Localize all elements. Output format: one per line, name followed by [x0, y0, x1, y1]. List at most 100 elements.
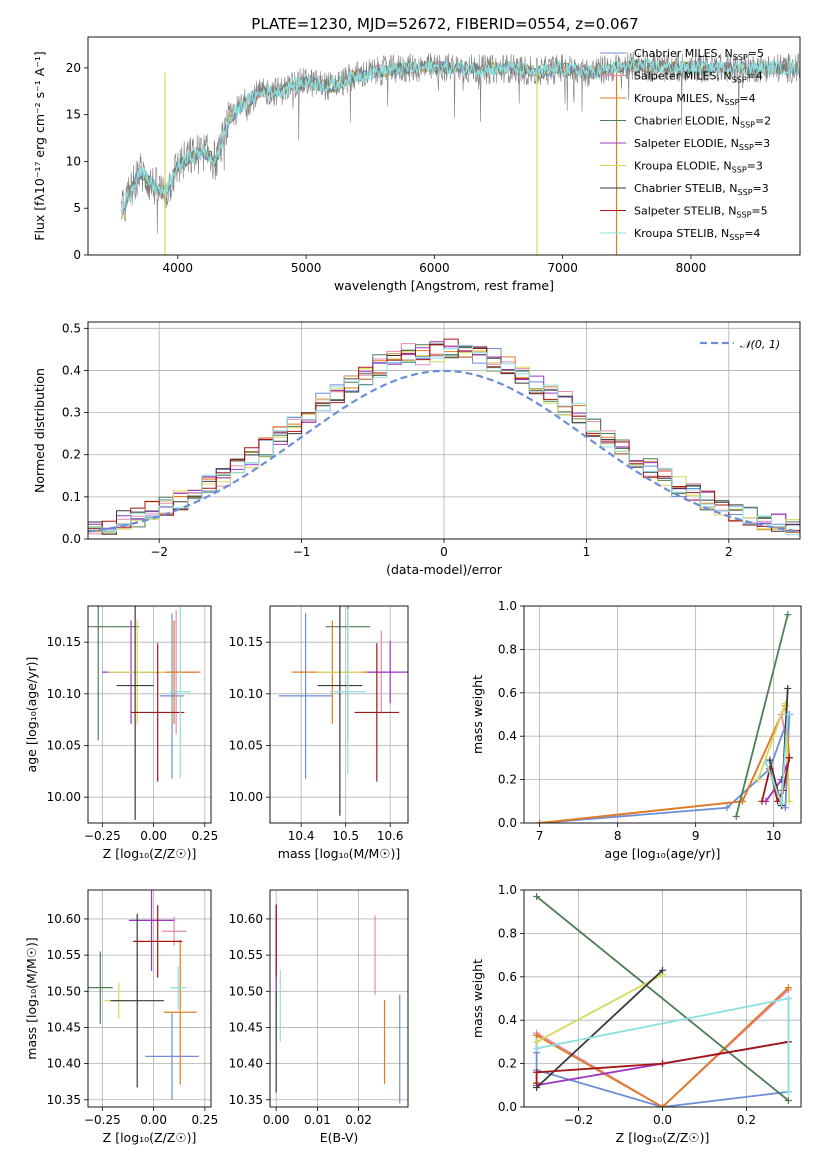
y-axis-label: mass weight — [470, 675, 485, 754]
x-tick-label: 1 — [583, 545, 591, 559]
x-tick-label: 10.4 — [288, 829, 315, 843]
weight-series-line — [539, 705, 791, 823]
x-tick-label: 0.00 — [140, 1113, 167, 1127]
y-tick-label: 0.5 — [62, 321, 81, 335]
y-tick-label: 10.15 — [47, 635, 81, 649]
legend-tail: =5 — [751, 205, 767, 218]
weight-point-marker — [723, 804, 731, 812]
weight-point-marker — [533, 1031, 541, 1039]
histograms — [88, 338, 800, 536]
legend-subscript: SSP — [738, 188, 753, 197]
age-vs-z-panel: −0.25 0.00 0.25 10.00 10.05 10.10 10.15 Z [log₁… — [24, 605, 218, 861]
x-axis-label: mass [log₁₀(M/M☉)] — [278, 846, 400, 861]
y-tick-label: 5 — [73, 201, 81, 215]
y-axis-label: Flux [fλ10⁻¹⁷ erg cm⁻² s⁻¹ A⁻¹] — [32, 51, 47, 240]
y-tick-label: 10.45 — [47, 1020, 81, 1034]
y-tick-label: 10.50 — [229, 984, 263, 998]
y-axis-label: mass [log₁₀(M/M☉)] — [24, 937, 39, 1059]
y-tick-label: 0.1 — [62, 490, 81, 504]
x-tick-label: 6000 — [419, 261, 450, 275]
axes-frame — [87, 889, 212, 1108]
y-tick-label: 0.2 — [498, 1057, 517, 1071]
weight-point-marker — [784, 711, 792, 718]
weight-point-marker — [784, 984, 792, 992]
y-tick-label: 0.6 — [498, 686, 517, 700]
axes-frame — [87, 36, 801, 256]
x-axis-label: Z [log₁₀(Z/Z☉)] — [616, 1130, 710, 1145]
y-tick-label: 1.0 — [498, 599, 517, 613]
y-tick-label: 15 — [66, 108, 81, 122]
weight-point-marker — [659, 966, 666, 974]
y-axis-label: mass weight — [470, 959, 485, 1038]
legend-text: Salpeter STELIB, N — [634, 205, 736, 218]
weight-point-marker — [533, 1068, 541, 1076]
weight-lines — [533, 893, 792, 1107]
weight-series-line — [535, 1041, 789, 1084]
weight-point-marker — [659, 1060, 666, 1068]
y-tick-label: 10.45 — [229, 1020, 263, 1034]
legend-tail: =2 — [755, 115, 771, 128]
x-tick-label: 10.5 — [332, 829, 359, 843]
axes-frame — [269, 889, 409, 1108]
x-tick-label: 0.25 — [191, 1113, 218, 1127]
y-tick-label: 10.00 — [47, 790, 81, 804]
y-tick-label: 0.2 — [62, 448, 81, 462]
legend-tail: =5 — [748, 47, 764, 60]
x-tick-label: −0.25 — [84, 829, 121, 843]
x-tick-label: −2 — [150, 545, 168, 559]
y-tick-label: 10 — [66, 154, 81, 168]
error-bars — [88, 890, 199, 1100]
legend-tail: =4 — [744, 227, 760, 240]
x-axis-label: age [log₁₀(age/yr)] — [605, 846, 721, 861]
age-vs-mass-panel: 10.4 10.5 10.6 10.00 10.05 10.10 10.15 mass [lo… — [229, 605, 409, 861]
y-tick-label: 10.50 — [47, 984, 81, 998]
legend-entry: Salpeter ELODIE, NSSP=3 — [634, 137, 770, 152]
weight-point-marker — [784, 1088, 792, 1096]
y-axis-label: age [log₁₀(age/yr)] — [24, 657, 39, 773]
legend-tail: =3 — [753, 182, 769, 195]
legend-entry: Salpeter STELIB, NSSP=5 — [634, 205, 768, 220]
legend-tail: =3 — [747, 160, 763, 173]
histogram-series — [88, 344, 800, 536]
weight-series-line — [539, 714, 791, 823]
error-bars — [88, 606, 201, 820]
legend-subscript: SSP — [739, 143, 754, 152]
x-tick-label: 10.6 — [377, 829, 404, 843]
axes-frame — [523, 605, 802, 824]
x-tick-label: 0.00 — [140, 829, 167, 843]
weight-point-marker — [536, 819, 544, 823]
legend-text: Chabrier ELODIE, N — [634, 115, 740, 128]
x-tick-label: 0 — [440, 545, 448, 559]
legend-text: Chabrier STELIB, N — [634, 182, 738, 195]
y-tick-label: 0.0 — [498, 1100, 517, 1114]
legend-tail: =4 — [739, 92, 755, 105]
legend-text: Kroupa STELIB, N — [634, 227, 729, 240]
axes-frame — [87, 605, 212, 824]
x-tick-label: 8 — [614, 829, 622, 843]
weight-series-line — [735, 614, 789, 817]
legend-subscript: SSP — [729, 233, 744, 242]
x-tick-label: −0.25 — [84, 1113, 121, 1127]
weight-point-marker — [533, 1044, 541, 1052]
y-tick-label: 0 — [73, 248, 81, 262]
y-tick-label: 10.35 — [47, 1093, 81, 1107]
weight-point-marker — [785, 797, 793, 805]
y-tick-label: 0.8 — [498, 926, 517, 940]
axes-frame — [269, 605, 409, 824]
x-axis-label: Z [log₁₀(Z/Z☉)] — [103, 846, 197, 861]
histogram-series — [88, 338, 800, 532]
x-tick-label: 10 — [766, 829, 781, 843]
y-tick-label: 10.40 — [229, 1057, 263, 1071]
y-tick-label: 10.00 — [229, 790, 263, 804]
y-tick-label: 0.0 — [62, 532, 81, 546]
legend-entry: Kroupa MILES, NSSP=4 — [634, 92, 756, 107]
x-tick-label: 9 — [692, 829, 700, 843]
y-tick-label: 10.55 — [47, 948, 81, 962]
y-tick-label: 0.3 — [62, 406, 81, 420]
weight-series-line — [539, 711, 791, 823]
weight-point-marker — [533, 1038, 541, 1046]
weight-point-marker — [784, 611, 792, 619]
axes-frame — [87, 321, 801, 540]
